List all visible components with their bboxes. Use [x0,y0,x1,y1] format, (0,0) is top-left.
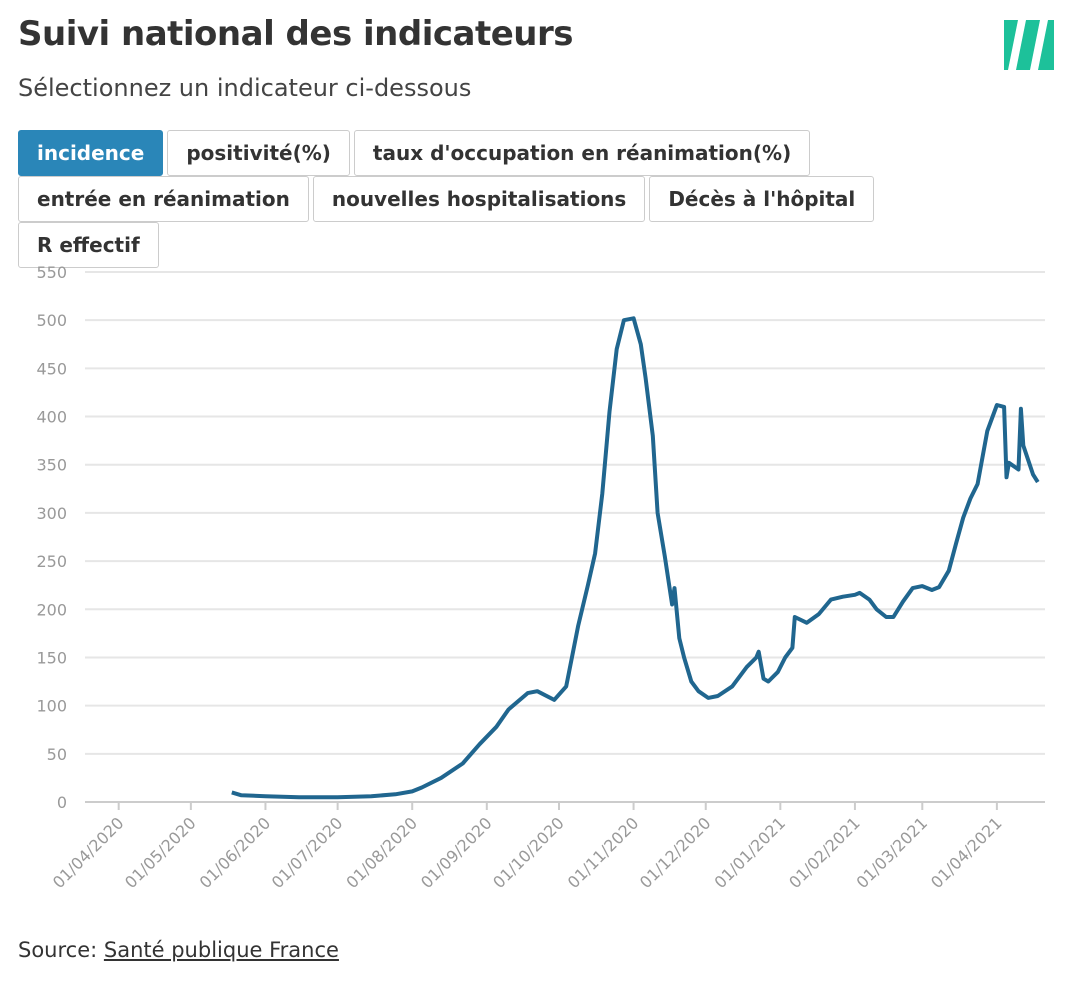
y-tick-label: 50 [47,745,67,764]
x-tick-label: 01/03/2021 [852,813,931,892]
x-tick-label: 01/09/2020 [417,813,496,892]
y-tick-label: 300 [36,504,67,523]
x-tick-label: 01/08/2020 [342,813,421,892]
x-tick-label: 01/12/2020 [636,813,715,892]
y-tick-label: 450 [36,359,67,378]
y-tick-label: 250 [36,552,67,571]
indicator-button[interactable]: Décès à l'hôpital [649,176,875,222]
y-tick-label: 200 [36,600,67,619]
x-tick-label: 01/04/2020 [49,813,128,892]
y-tick-label: 500 [36,311,67,330]
y-tick-label: 400 [36,408,67,427]
y-tick-label: 150 [36,648,67,667]
y-tick-label: 100 [36,697,67,716]
x-tick-label: 01/05/2020 [121,813,200,892]
chart: 0 50 100 150 200 250 300 350 400 450 500 550 01/04/2… [36,263,1045,892]
indicator-button[interactable]: entrée en réanimation [18,176,309,222]
y-tick-label: 350 [36,456,67,475]
x-tick-label: 01/06/2020 [196,813,275,892]
title: Suivi national des indicateurs [18,14,574,54]
indicator-button[interactable]: R effectif [18,222,159,268]
y-tick-label: 550 [36,263,67,282]
indicator-button[interactable]: positivité(%) [167,130,350,176]
subtitle: Sélectionnez un indicateur ci-dessous [18,74,472,102]
y-tick-label: 0 [57,793,67,812]
indicator-button[interactable]: incidence [18,130,164,176]
x-tick-label: 01/01/2021 [711,813,790,892]
line [231,316,1040,800]
indicator-button[interactable]: nouvelles hospitalisations [312,176,646,222]
button-group: incidence positivité(%) taux d'occupation … [18,130,1018,268]
source: Source: Santé publique France [18,938,339,962]
source-label: Source: [18,938,98,962]
x-tick-label: 01/04/2021 [927,813,1006,892]
logo [1004,20,1054,70]
x-tick-label: 01/10/2020 [489,813,568,892]
x-tick-label: 01/07/2020 [268,813,347,892]
indicator-button[interactable]: taux d'occupation en réanimation(%) [353,130,811,176]
source-link[interactable]: Santé publique France [103,938,339,962]
x-tick-label: 01/11/2020 [564,813,643,892]
x-tick-label: 01/02/2021 [785,813,864,892]
